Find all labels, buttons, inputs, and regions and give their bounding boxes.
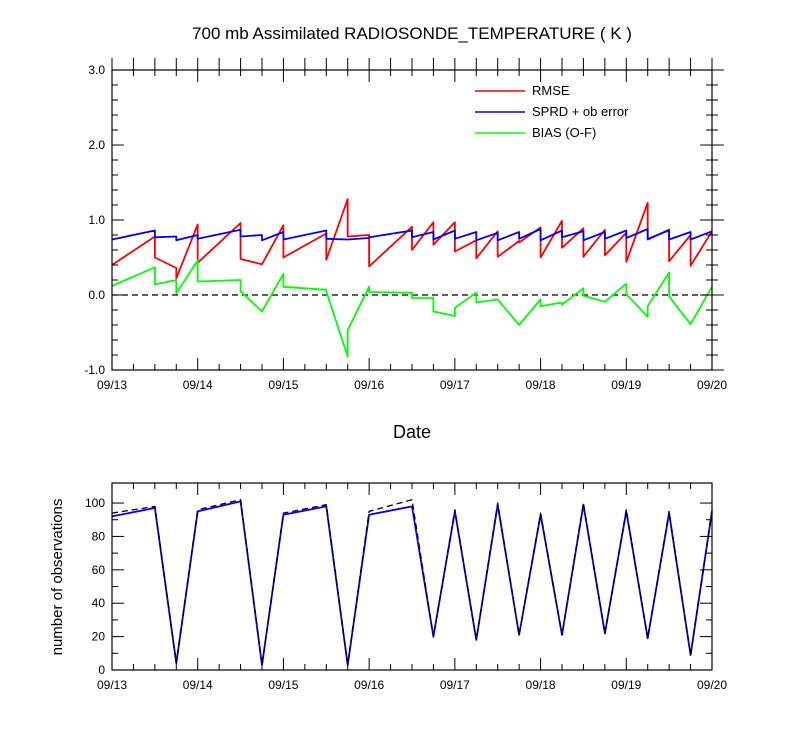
bottom-x-tick-label: 09/19: [611, 678, 641, 692]
bottom-y-tick-label: 100: [85, 496, 105, 510]
bottom-y-tick-label: 80: [92, 529, 106, 543]
bottom-x-tick-label: 09/14: [183, 678, 213, 692]
top-x-tick-label: 09/18: [526, 378, 556, 392]
top-x-tick-label: 09/15: [268, 378, 298, 392]
y-axis-label-observations: number of observations: [49, 499, 66, 656]
chart-title: 700 mb Assimilated RADIOSONDE_TEMPERATUR…: [192, 24, 632, 43]
top-y-tick-label: 2.0: [88, 138, 105, 152]
legend-label-bias: BIAS (O-F): [532, 125, 596, 140]
bottom-x-tick-label: 09/17: [440, 678, 470, 692]
legend: RMSE SPRD + ob error BIAS (O-F): [475, 83, 629, 140]
bottom-x-tick-label: 09/18: [526, 678, 556, 692]
bottom-y-tick-label: 20: [92, 630, 106, 644]
top-x-tick-label: 09/20: [697, 378, 727, 392]
bottom-y-tick-label: 60: [92, 563, 106, 577]
bottom-x-tick-label: 09/13: [97, 678, 127, 692]
top-x-tick-label: 09/16: [354, 378, 384, 392]
legend-label-sprd: SPRD + ob error: [532, 104, 629, 119]
top-x-tick-label: 09/17: [440, 378, 470, 392]
top-x-tick-label: 09/19: [611, 378, 641, 392]
top-x-tick-label: 09/13: [97, 378, 127, 392]
bottom-y-tick-label: 40: [92, 596, 106, 610]
bottom-series-total: [111, 499, 713, 666]
top-series-rmse: [111, 198, 713, 280]
top-series-sprd-ob-error: [111, 228, 713, 242]
x-axis-label: Date: [393, 422, 431, 442]
bottom-x-tick-label: 09/20: [697, 678, 727, 692]
top-y-tick-label: 3.0: [88, 63, 105, 77]
top-axes: 09/13 09/14 09/15 09/16 09/17 09/18 09/19 09/20…: [84, 58, 727, 392]
top-y-tick-label: -1.0: [84, 363, 105, 377]
top-series-group: [111, 198, 713, 358]
top-y-tick-label: 1.0: [88, 213, 105, 227]
bottom-axes: 09/13 09/14 09/15 09/16 09/17 09/18 09/19 09/20…: [85, 482, 727, 692]
bottom-series-assimilated: [111, 500, 713, 666]
bottom-series-group: [111, 499, 713, 666]
legend-label-rmse: RMSE: [532, 83, 570, 98]
bottom-x-tick-label: 09/16: [354, 678, 384, 692]
top-y-tick-label: 0.0: [88, 288, 105, 302]
top-series-bias-o-f: [111, 259, 713, 358]
top-x-tick-label: 09/14: [183, 378, 213, 392]
bottom-x-tick-label: 09/15: [268, 678, 298, 692]
bottom-y-tick-label: 0: [98, 663, 105, 677]
